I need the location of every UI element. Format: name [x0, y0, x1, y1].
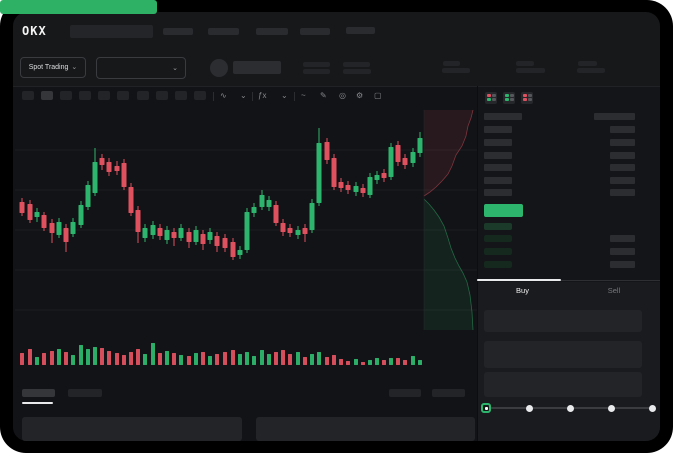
order-form-input[interactable] — [484, 310, 642, 332]
active-orders-tab-indicator — [22, 402, 53, 404]
timeframe-button[interactable] — [156, 91, 168, 100]
timeframe-button[interactable] — [22, 91, 34, 100]
ask-amount-cell[interactable] — [610, 126, 635, 133]
tab-buy[interactable]: Buy — [516, 286, 529, 295]
orderbook-column-header — [484, 113, 522, 120]
search-input[interactable] — [70, 25, 153, 38]
pair-selector-dropdown[interactable]: ⌄ — [96, 57, 186, 79]
timeframe-button[interactable] — [137, 91, 149, 100]
nav-item[interactable] — [163, 28, 193, 35]
ask-price-cell[interactable] — [484, 126, 512, 133]
pair-name-placeholder — [233, 61, 281, 74]
ask-price-cell[interactable] — [484, 164, 512, 171]
bid-amount-cell[interactable] — [610, 261, 635, 268]
tab-sell[interactable]: Sell — [607, 286, 621, 295]
fullscreen-icon[interactable]: ▢ — [374, 91, 382, 100]
amount-slider-step[interactable] — [608, 405, 615, 412]
orders-table-placeholder — [256, 417, 475, 441]
okx-logo: OKX — [22, 24, 47, 38]
market-stat-placeholder — [577, 68, 605, 73]
snapshot-icon[interactable]: ◎ — [339, 91, 346, 100]
chevron-down-icon[interactable]: ⌄ — [281, 91, 288, 100]
indicators-icon[interactable]: ƒx — [258, 91, 267, 100]
spot-trading-label: Spot Trading — [28, 64, 69, 71]
bid-price-cell[interactable] — [484, 261, 512, 268]
ask-price-cell[interactable] — [484, 177, 512, 184]
orders-table-placeholder — [22, 417, 242, 441]
buy-sell-tab-divider — [477, 280, 660, 281]
timeframe-button[interactable] — [194, 91, 206, 100]
timeframe-button[interactable] — [175, 91, 187, 100]
line-style-icon[interactable]: ∿ — [220, 91, 227, 100]
buy-submit-button[interactable] — [0, 0, 157, 14]
ask-amount-cell[interactable] — [610, 139, 635, 146]
ask-price-cell[interactable] — [484, 189, 512, 196]
ask-amount-cell[interactable] — [610, 164, 635, 171]
market-stat-placeholder — [516, 68, 545, 73]
active-tab-indicator — [477, 279, 561, 281]
order-form-input[interactable] — [484, 372, 642, 397]
amount-slider-step[interactable] — [649, 405, 656, 412]
nav-item[interactable] — [208, 28, 239, 35]
bid-amount-cell[interactable] — [610, 235, 635, 242]
overlay-icon[interactable]: ~ — [301, 91, 306, 100]
settings-icon[interactable]: ⚙ — [356, 91, 364, 100]
market-stat-placeholder — [343, 69, 371, 74]
ask-amount-cell[interactable] — [610, 177, 635, 184]
timeframe-button[interactable] — [98, 91, 110, 100]
ask-price-cell[interactable] — [484, 139, 512, 146]
orderbook-view-asks-icon[interactable] — [521, 92, 533, 104]
timeframe-button[interactable] — [79, 91, 91, 100]
chevron-down-icon: ⌄ — [71, 64, 78, 71]
orders-filter-button[interactable] — [389, 389, 421, 397]
nav-item[interactable] — [300, 28, 330, 35]
nav-item[interactable] — [256, 28, 288, 35]
bid-amount-cell[interactable] — [610, 248, 635, 255]
ask-price-cell[interactable] — [484, 152, 512, 159]
amount-slider-step[interactable] — [567, 405, 574, 412]
chevron-down-icon: ⌄ — [172, 64, 178, 72]
orders-tab[interactable] — [68, 389, 102, 397]
market-stat-placeholder — [303, 62, 330, 67]
coin-icon — [210, 59, 228, 77]
orderbook-view-bids-icon[interactable] — [503, 92, 515, 104]
ask-amount-cell[interactable] — [610, 152, 635, 159]
market-stat-placeholder — [578, 61, 597, 66]
amount-slider-step[interactable] — [526, 405, 533, 412]
toolbar-divider — [252, 92, 253, 101]
timeframe-button[interactable] — [117, 91, 129, 100]
toolbar-divider — [294, 92, 295, 101]
order-form-input[interactable] — [484, 341, 642, 368]
ask-amount-cell[interactable] — [610, 189, 635, 196]
header-divider — [13, 86, 660, 87]
last-price-badge[interactable] — [484, 204, 523, 217]
candlestick-chart[interactable] — [13, 86, 477, 378]
toolbar-divider — [213, 92, 214, 101]
chevron-down-icon[interactable]: ⌄ — [240, 91, 247, 100]
market-stat-placeholder — [343, 62, 370, 67]
market-stat-placeholder — [442, 68, 470, 73]
nav-item[interactable] — [346, 27, 375, 34]
timeframe-button[interactable] — [41, 91, 53, 100]
orderbook-view-combined-icon[interactable] — [485, 92, 497, 104]
draw-tools-icon[interactable]: ✎ — [320, 91, 327, 100]
panel-divider — [477, 86, 478, 441]
bid-price-cell[interactable] — [484, 248, 512, 255]
bid-price-cell[interactable] — [484, 235, 512, 242]
spot-trading-dropdown[interactable]: Spot Trading ⌄ — [20, 57, 86, 78]
timeframe-button[interactable] — [60, 91, 72, 100]
amount-slider-handle[interactable] — [481, 403, 491, 413]
orderbook-column-header — [594, 113, 635, 120]
market-stat-placeholder — [516, 61, 534, 66]
orders-tab[interactable] — [22, 389, 55, 397]
market-stat-placeholder — [303, 69, 330, 74]
market-stat-placeholder — [443, 61, 460, 66]
bid-price-cell[interactable] — [484, 223, 512, 230]
orders-filter-button[interactable] — [432, 389, 465, 397]
